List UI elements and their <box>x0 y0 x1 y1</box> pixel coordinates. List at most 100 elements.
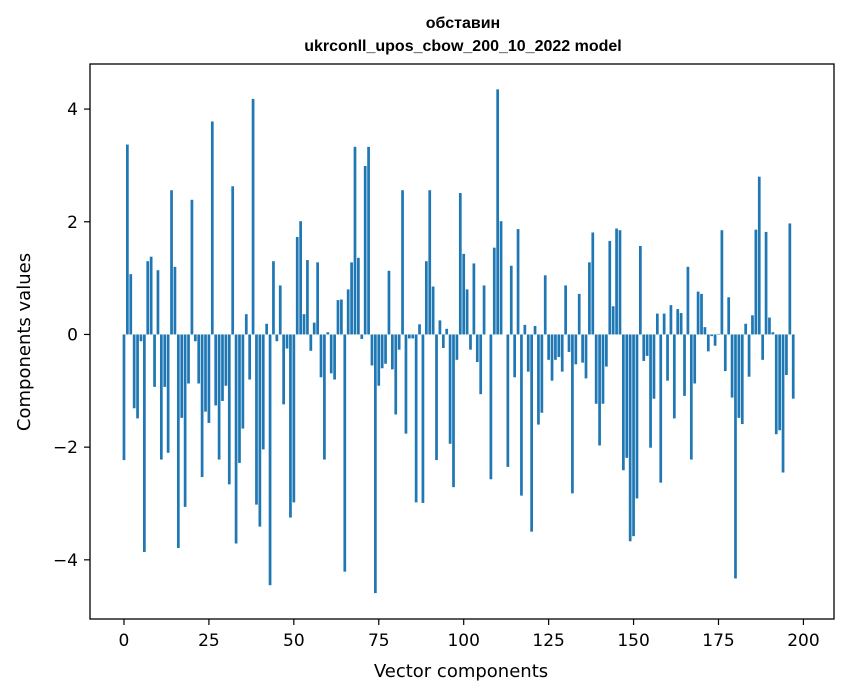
bar-26 <box>210 121 214 335</box>
bar-9 <box>153 334 156 387</box>
bar-43 <box>268 334 272 586</box>
bar-162 <box>672 334 676 419</box>
bar-33 <box>234 334 238 544</box>
bar-88 <box>421 334 425 503</box>
y-tick-label--4: −4 <box>53 551 78 571</box>
bar-11 <box>159 334 163 460</box>
bar-2 <box>129 274 133 335</box>
bar-106 <box>482 285 486 335</box>
bar-186 <box>754 229 758 335</box>
bar-116 <box>516 229 520 335</box>
bar-115 <box>513 334 517 378</box>
bar-103 <box>472 263 476 335</box>
bar-56 <box>312 322 316 335</box>
bar-75 <box>377 334 381 386</box>
bar-86 <box>414 334 418 503</box>
bar-38 <box>251 98 255 335</box>
bar-192 <box>774 334 778 435</box>
bar-185 <box>751 315 754 335</box>
bar-167 <box>689 334 693 460</box>
bar-76 <box>380 334 384 369</box>
bar-34 <box>238 334 241 463</box>
bar-19 <box>187 334 190 384</box>
bar-150 <box>632 334 635 537</box>
bar-104 <box>475 334 479 363</box>
bar-154 <box>645 334 649 356</box>
bar-138 <box>591 232 595 335</box>
bar-67 <box>350 262 353 335</box>
bar-98 <box>455 334 459 360</box>
bar-1 <box>126 144 129 335</box>
bar-81 <box>397 334 401 350</box>
y-axis-label: Components values <box>14 253 35 431</box>
bar-171 <box>703 327 707 335</box>
bars-group <box>122 89 795 594</box>
bar-69 <box>357 257 360 335</box>
bar-28 <box>217 334 221 460</box>
bar-91 <box>431 286 435 335</box>
x-tick-label-100: 100 <box>447 631 479 651</box>
bar-35 <box>241 334 245 429</box>
bar-62 <box>333 334 336 380</box>
bar-36 <box>244 314 248 335</box>
bar-15 <box>173 266 177 335</box>
bar-122 <box>537 334 540 425</box>
bar-136 <box>584 334 588 379</box>
bar-194 <box>781 334 785 473</box>
x-tick-label-0: 0 <box>119 631 130 651</box>
bar-57 <box>316 262 319 335</box>
bar-68 <box>353 146 357 335</box>
bar-63 <box>336 300 340 335</box>
bar-111 <box>499 221 503 335</box>
bar-128 <box>557 334 561 357</box>
chart-title-line2: ukrconll_upos_cbow_200_10_2022 model <box>304 38 621 55</box>
x-tick-label-175: 175 <box>702 631 734 651</box>
bar-149 <box>628 334 632 542</box>
x-tick-label-150: 150 <box>617 631 649 651</box>
bar-64 <box>340 299 343 335</box>
bar-165 <box>683 334 686 396</box>
bar-10 <box>156 270 160 335</box>
bar-145 <box>615 228 618 335</box>
bar-169 <box>696 291 700 335</box>
bar-13 <box>166 334 170 453</box>
bar-131 <box>567 334 571 352</box>
bar-175 <box>717 333 720 335</box>
bar-22 <box>197 334 201 384</box>
bar-72 <box>367 146 370 335</box>
bar-166 <box>686 266 690 335</box>
bar-174 <box>713 334 717 346</box>
bar-17 <box>180 334 184 418</box>
bar-173 <box>710 334 714 337</box>
bar-190 <box>768 317 771 335</box>
bar-141 <box>601 334 605 404</box>
x-tick-label-200: 200 <box>787 631 819 651</box>
bar-184 <box>747 334 751 377</box>
bar-151 <box>635 334 639 499</box>
bar-147 <box>622 334 625 471</box>
bar-193 <box>778 334 781 431</box>
bar-40 <box>258 334 262 527</box>
bar-96 <box>448 334 452 444</box>
bar-113 <box>506 334 510 467</box>
bar-95 <box>445 328 449 335</box>
y-axis-ticks: −4 −2 0 2 4 <box>53 100 90 571</box>
bar-73 <box>370 334 374 366</box>
bar-7 <box>146 261 150 335</box>
bar-54 <box>306 260 309 335</box>
bar-99 <box>458 193 462 335</box>
bar-139 <box>594 334 598 404</box>
bar-23 <box>200 334 204 478</box>
bar-78 <box>387 270 391 335</box>
bar-61 <box>329 334 333 374</box>
bar-39 <box>255 334 258 505</box>
bar-105 <box>479 334 483 395</box>
bar-65 <box>343 334 347 572</box>
bar-153 <box>642 334 646 361</box>
bar-30 <box>224 334 228 386</box>
bar-51 <box>295 236 299 335</box>
bar-18 <box>183 334 187 507</box>
bar-66 <box>346 289 350 335</box>
bar-27 <box>214 334 218 406</box>
x-tick-label-25: 25 <box>198 631 220 651</box>
